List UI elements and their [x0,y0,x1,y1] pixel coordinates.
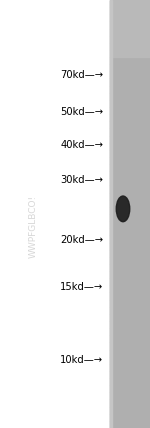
Bar [110,21,150,29]
Bar [110,235,150,243]
Bar [110,221,150,228]
Bar [110,250,150,257]
Bar [110,57,150,64]
Text: 50kd—→: 50kd—→ [60,107,104,117]
Bar [110,371,150,378]
Bar [110,164,150,171]
Bar [110,392,150,399]
Bar [110,264,150,271]
Bar [110,86,150,93]
Bar [110,0,112,428]
Text: 70kd—→: 70kd—→ [60,70,104,80]
Bar [110,150,150,157]
Bar [110,285,150,292]
Bar [110,328,150,335]
Text: WWPFGLBCO!: WWPFGLBCO! [28,195,38,259]
Bar [110,7,150,14]
Bar [110,399,150,407]
Bar [110,407,150,414]
Bar [110,93,150,100]
Bar [110,271,150,278]
Bar [110,385,150,392]
Bar [110,157,150,164]
Bar [110,342,150,350]
Text: 20kd—→: 20kd—→ [60,235,104,245]
Bar [110,0,150,7]
Bar [110,321,150,328]
Bar [110,378,150,385]
Bar [110,136,150,143]
Ellipse shape [116,196,130,222]
Text: 10kd—→: 10kd—→ [60,354,104,365]
Bar [110,36,150,43]
Bar [110,143,150,150]
Bar [110,128,150,136]
Bar [110,314,150,321]
Bar [110,43,150,50]
Bar [110,364,150,371]
Bar [110,278,150,285]
Bar [110,100,150,107]
Bar [110,414,150,421]
Bar [110,0,150,428]
Bar [110,335,150,342]
Text: 40kd—→: 40kd—→ [60,140,104,150]
Bar [110,193,150,200]
Bar [110,50,150,57]
Bar [110,121,150,128]
Bar [110,178,150,185]
Bar [110,200,150,207]
Bar [110,64,150,71]
Bar [110,71,150,78]
Bar [110,207,150,214]
Bar [110,214,150,221]
Bar [110,171,150,178]
Bar [110,292,150,300]
Bar [110,29,150,36]
Bar [110,307,150,314]
Bar [110,78,150,86]
Bar [110,357,150,364]
Bar [110,114,150,121]
Bar [110,300,150,307]
Text: 30kd—→: 30kd—→ [60,175,104,185]
Bar [110,350,150,357]
Bar [110,243,150,250]
Bar [110,107,150,114]
Bar [110,14,150,21]
Bar [110,228,150,235]
Bar [110,421,150,428]
Text: 15kd—→: 15kd—→ [60,282,104,292]
Bar [110,185,150,193]
Bar [110,257,150,264]
